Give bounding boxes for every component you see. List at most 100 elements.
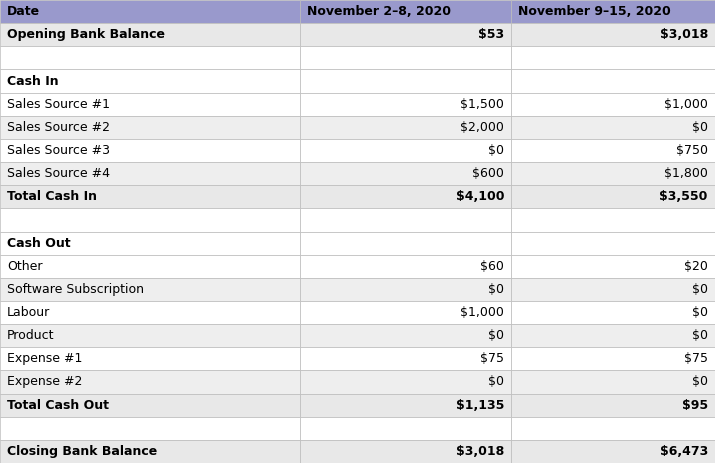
- Bar: [300, 324, 511, 347]
- Bar: [0, 0, 300, 23]
- Text: $95: $95: [681, 399, 708, 412]
- Text: Date: Date: [7, 5, 40, 18]
- Text: Other: Other: [7, 260, 43, 273]
- Text: $0: $0: [488, 144, 504, 157]
- Bar: [300, 301, 511, 324]
- Bar: [300, 162, 511, 185]
- Text: $75: $75: [684, 352, 708, 365]
- Bar: [511, 370, 715, 394]
- Bar: [0, 185, 300, 208]
- Bar: [300, 347, 511, 370]
- Bar: [300, 255, 511, 278]
- Bar: [511, 69, 715, 93]
- Bar: [300, 23, 511, 46]
- Text: $1,800: $1,800: [664, 167, 708, 180]
- Bar: [300, 139, 511, 162]
- Bar: [511, 23, 715, 46]
- Text: $4,100: $4,100: [455, 190, 504, 203]
- Bar: [511, 278, 715, 301]
- Text: Total Cash In: Total Cash In: [7, 190, 97, 203]
- Bar: [0, 255, 300, 278]
- Bar: [300, 394, 511, 417]
- Bar: [300, 440, 511, 463]
- Bar: [511, 46, 715, 69]
- Bar: [0, 278, 300, 301]
- Bar: [0, 370, 300, 394]
- Text: $2,000: $2,000: [460, 121, 504, 134]
- Text: November 9–15, 2020: November 9–15, 2020: [518, 5, 671, 18]
- Bar: [0, 46, 300, 69]
- Text: Sales Source #3: Sales Source #3: [7, 144, 110, 157]
- Bar: [511, 255, 715, 278]
- Bar: [300, 0, 511, 23]
- Bar: [0, 232, 300, 255]
- Bar: [511, 301, 715, 324]
- Bar: [0, 93, 300, 116]
- Bar: [511, 347, 715, 370]
- Bar: [300, 208, 511, 232]
- Bar: [0, 347, 300, 370]
- Bar: [0, 208, 300, 232]
- Text: $600: $600: [472, 167, 504, 180]
- Text: Product: Product: [7, 329, 54, 342]
- Text: $3,018: $3,018: [456, 445, 504, 458]
- Bar: [511, 417, 715, 440]
- Text: Sales Source #1: Sales Source #1: [7, 98, 110, 111]
- Text: Cash In: Cash In: [7, 75, 59, 88]
- Bar: [511, 185, 715, 208]
- Text: Sales Source #4: Sales Source #4: [7, 167, 110, 180]
- Text: $0: $0: [488, 375, 504, 388]
- Bar: [511, 440, 715, 463]
- Bar: [0, 116, 300, 139]
- Bar: [511, 0, 715, 23]
- Text: $0: $0: [692, 283, 708, 296]
- Text: Cash Out: Cash Out: [7, 237, 71, 250]
- Text: Opening Bank Balance: Opening Bank Balance: [7, 28, 165, 41]
- Text: $0: $0: [692, 329, 708, 342]
- Bar: [0, 394, 300, 417]
- Bar: [511, 232, 715, 255]
- Bar: [300, 278, 511, 301]
- Bar: [0, 417, 300, 440]
- Bar: [0, 23, 300, 46]
- Text: $0: $0: [692, 306, 708, 319]
- Text: $6,473: $6,473: [660, 445, 708, 458]
- Bar: [300, 185, 511, 208]
- Text: $1,135: $1,135: [455, 399, 504, 412]
- Bar: [511, 93, 715, 116]
- Text: $3,550: $3,550: [659, 190, 708, 203]
- Text: Labour: Labour: [7, 306, 50, 319]
- Bar: [511, 324, 715, 347]
- Text: $0: $0: [692, 121, 708, 134]
- Bar: [300, 93, 511, 116]
- Bar: [511, 116, 715, 139]
- Bar: [0, 301, 300, 324]
- Text: $1,000: $1,000: [460, 306, 504, 319]
- Text: November 2–8, 2020: November 2–8, 2020: [307, 5, 451, 18]
- Text: $0: $0: [488, 329, 504, 342]
- Text: $3,018: $3,018: [660, 28, 708, 41]
- Bar: [0, 139, 300, 162]
- Bar: [511, 139, 715, 162]
- Bar: [300, 69, 511, 93]
- Bar: [511, 162, 715, 185]
- Text: Sales Source #2: Sales Source #2: [7, 121, 110, 134]
- Bar: [0, 440, 300, 463]
- Text: $75: $75: [480, 352, 504, 365]
- Text: Software Subscription: Software Subscription: [7, 283, 144, 296]
- Bar: [300, 46, 511, 69]
- Bar: [511, 208, 715, 232]
- Text: $1,000: $1,000: [664, 98, 708, 111]
- Text: $0: $0: [692, 375, 708, 388]
- Text: Expense #2: Expense #2: [7, 375, 82, 388]
- Bar: [0, 69, 300, 93]
- Text: $20: $20: [684, 260, 708, 273]
- Text: Closing Bank Balance: Closing Bank Balance: [7, 445, 157, 458]
- Bar: [300, 232, 511, 255]
- Text: Expense #1: Expense #1: [7, 352, 82, 365]
- Bar: [0, 324, 300, 347]
- Text: $53: $53: [478, 28, 504, 41]
- Text: $60: $60: [480, 260, 504, 273]
- Bar: [511, 394, 715, 417]
- Text: $1,500: $1,500: [460, 98, 504, 111]
